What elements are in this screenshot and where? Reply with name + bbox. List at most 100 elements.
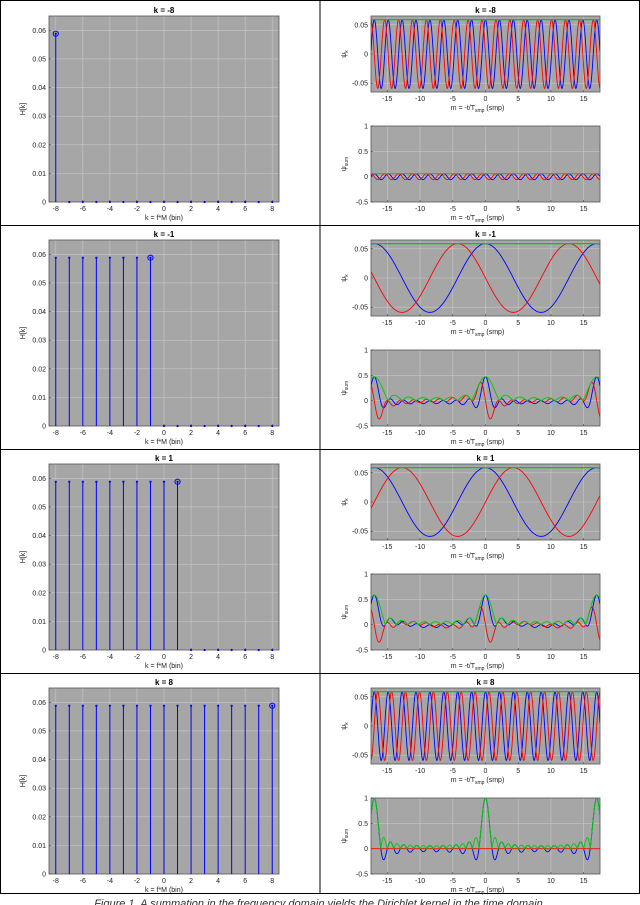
y-tick-label: 1 — [364, 796, 368, 803]
x-tick-label: 0 — [162, 654, 166, 661]
y-axis-label: ψsum — [341, 605, 350, 619]
x-tick-label: 10 — [547, 878, 555, 885]
x-tick-label: -4 — [107, 878, 113, 885]
x-axis-label-sub: smp — [475, 780, 485, 786]
x-axis-label-sub: smp — [475, 332, 485, 338]
stem-marker — [257, 200, 260, 204]
x-axis-label: m = -t/Tsmp (smp) — [451, 439, 505, 448]
x-tick-label: 5 — [516, 654, 520, 661]
stem-marker — [230, 704, 233, 707]
y-tick-label: 0.04 — [32, 309, 46, 316]
series-imag — [371, 606, 600, 643]
stem-marker — [54, 32, 57, 35]
series-group — [371, 18, 600, 90]
stem-marker — [108, 256, 111, 259]
stem-marker — [230, 200, 233, 204]
y-tick-label: 0.05 — [354, 694, 368, 701]
y-tick-label: 0.03 — [32, 562, 46, 569]
y-axis-label: ψsum — [341, 381, 350, 395]
x-tick-label: -6 — [80, 206, 86, 213]
x-axis-label-suffix: (smp) — [484, 887, 504, 894]
x-axis-label-sub: smp — [475, 890, 485, 896]
stem-marker — [162, 704, 166, 707]
stem-marker — [122, 704, 125, 707]
stem-marker — [189, 200, 193, 204]
y-tick-label: 1 — [364, 348, 368, 355]
series-imag — [371, 18, 600, 90]
y-tick-label: 0.04 — [32, 85, 46, 92]
stem-marker — [68, 480, 71, 483]
x-tick-label: 2 — [189, 206, 193, 213]
x-axis-label-sub: smp — [475, 442, 485, 448]
stem-marker — [230, 424, 233, 428]
y-axis-label-sub: k — [344, 50, 350, 53]
stem-marker — [230, 648, 233, 652]
x-tick-label: 10 — [547, 96, 555, 103]
x-tick-label: -8 — [53, 878, 59, 885]
x-axis-label-sub: smp — [475, 556, 485, 562]
chart-title: k = -1 — [475, 230, 496, 239]
x-tick-label: 8 — [270, 430, 274, 437]
y-tick-label: 0 — [42, 648, 46, 655]
series-group — [371, 467, 600, 537]
stem-marker — [108, 480, 111, 483]
stem-chart-row-4: -8 -6 -4 -2 0 2 4 6 8 0 0.01 0.02 0.03 0.04 0.05 0.06 k … — [20, 678, 280, 894]
x-tick-label: -5 — [450, 768, 456, 775]
y-tick-label: -0.05 — [352, 529, 368, 536]
basis-chart-row-3: -15 -10 -5 0 5 10 15 -0.05 0 0.05 k = 1 m = -t/Tsmp… — [341, 454, 601, 562]
chart-title: k = 1 — [155, 454, 174, 463]
y-tick-label: -0.5 — [356, 648, 368, 655]
x-tick-label: 0 — [484, 768, 488, 775]
x-tick-label: -5 — [450, 878, 456, 885]
y-axis-label: H[k] — [20, 775, 27, 788]
series-magnitude — [371, 376, 600, 402]
x-tick-label: -2 — [134, 430, 140, 437]
stem-marker — [189, 424, 193, 428]
series-group — [371, 376, 600, 420]
sum-chart-row-4: -15 -10 -5 0 5 10 15 -0.5 0 0.5 1 m = -t/Tsmp (smp)… — [341, 796, 601, 896]
x-tick-label: 5 — [516, 878, 520, 885]
x-tick-label: -6 — [80, 654, 86, 661]
y-axis-label: H[k] — [20, 327, 27, 340]
x-tick-label: -4 — [107, 430, 113, 437]
x-tick-label: 10 — [547, 320, 555, 327]
stem-marker — [162, 480, 166, 483]
highlight-marker — [52, 30, 59, 37]
stem-marker — [81, 704, 84, 707]
y-tick-label: 0.05 — [32, 504, 46, 511]
y-tick-label: 0.06 — [32, 476, 46, 483]
x-tick-label: 0 — [162, 206, 166, 213]
x-tick-label: 4 — [216, 206, 220, 213]
y-tick-label: 0.05 — [32, 56, 46, 63]
chart-title: k = 1 — [476, 454, 495, 463]
highlight-marker — [147, 254, 154, 261]
stem-marker — [203, 704, 206, 707]
stem-marker — [217, 200, 220, 204]
sum-chart-row-3: -15 -10 -5 0 5 10 15 -0.5 0 0.5 1 m = -t/Tsmp (smp)… — [341, 572, 601, 672]
y-tick-label: 0.02 — [32, 142, 46, 149]
x-tick-label: -2 — [134, 878, 140, 885]
y-tick-label: 0.05 — [32, 280, 46, 287]
stem-marker — [81, 200, 84, 204]
x-tick-label: 6 — [243, 878, 247, 885]
y-tick-label: 0.06 — [32, 28, 46, 35]
figure-caption: Figure 1. A summation in the frequency d… — [94, 898, 546, 905]
y-tick-label: 0 — [42, 424, 46, 431]
stem-chart-row-2: -8 -6 -4 -2 0 2 4 6 8 0 0.01 0.02 0.03 0.04 0.05 0.06 k … — [20, 230, 280, 446]
stem-marker — [108, 704, 111, 707]
x-tick-label: 15 — [580, 544, 588, 551]
stem-marker — [271, 648, 274, 652]
x-axis-label-suffix: (smp) — [484, 553, 504, 560]
x-tick-label: -2 — [134, 206, 140, 213]
chart-title: k = -1 — [154, 230, 175, 239]
x-tick-label: 0 — [484, 544, 488, 551]
y-tick-label: 1 — [364, 124, 368, 131]
y-axis-label: H[k] — [20, 551, 27, 564]
x-tick-label: 5 — [516, 96, 520, 103]
series-group — [371, 243, 600, 313]
y-tick-label: 0 — [42, 872, 46, 879]
y-axis-label: ψsum — [341, 829, 350, 843]
x-tick-label: -15 — [382, 544, 392, 551]
y-axis-label-sub: k — [344, 274, 350, 277]
x-tick-label: -10 — [415, 878, 425, 885]
